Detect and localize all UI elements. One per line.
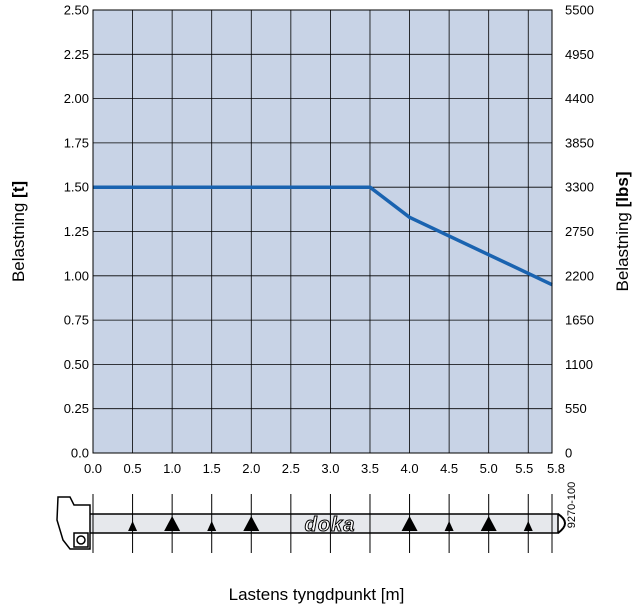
- y-tick-label: 2.25: [64, 47, 89, 62]
- beam-marker-large: [164, 516, 181, 531]
- beam-marker-small: [444, 521, 454, 531]
- y2-tick-label: 1650: [565, 313, 594, 328]
- x-tick-label: 2.5: [282, 461, 300, 476]
- y-tick-label: 0.25: [64, 401, 89, 416]
- beam-head-bolt: [76, 535, 86, 545]
- beam-marker-small: [207, 521, 217, 531]
- figure-code: 9270-100: [566, 482, 578, 529]
- beam-marker-large: [401, 516, 418, 531]
- beam-marker-large: [480, 516, 497, 531]
- x-axis-title: Lastens tyngdpunkt [m]: [229, 585, 405, 604]
- y-tick-labels: 0.0 0.25 0.50 0.75 1.00 1.25 1.50 1.75 2.00 2.25 2…: [64, 3, 89, 461]
- x-tick-label: 4.0: [401, 461, 419, 476]
- y2-tick-label: 2750: [565, 224, 594, 239]
- x-tick-label: 5.0: [480, 461, 498, 476]
- beam-marker-small: [128, 521, 138, 531]
- y2-tick-label: 4400: [565, 91, 594, 106]
- grid: [92, 9, 553, 454]
- beam-marker-large: [243, 516, 260, 531]
- y-tick-label: 0.0: [71, 446, 89, 461]
- y-tick-label: 0.50: [64, 357, 89, 372]
- plot-frame: [92, 9, 553, 454]
- x-tick-label: 2.0: [242, 461, 260, 476]
- y-tick-label: 1.00: [64, 268, 89, 283]
- y-tick-label: 1.75: [64, 135, 89, 150]
- y-tick-label: 2.50: [64, 3, 89, 18]
- x-tick-label: 0.0: [84, 461, 102, 476]
- y-axis-title: Belastning [t]: [9, 181, 28, 282]
- beam-end-hook: [557, 513, 566, 534]
- beam-markers: [128, 516, 533, 531]
- x-tick-label: 5.8: [547, 461, 565, 476]
- x-tick-label: 4.5: [440, 461, 458, 476]
- y2-tick-label: 3300: [565, 180, 594, 195]
- x-tick-label: 1.5: [203, 461, 221, 476]
- series-line: [93, 185, 553, 287]
- y2-tick-label: 2200: [565, 268, 594, 283]
- x-tick-label: 3.0: [321, 461, 339, 476]
- y-tick-label: 2.00: [64, 91, 89, 106]
- beam-illustration: doka 9270-100: [56, 482, 578, 553]
- y2-tick-label: 5500: [565, 3, 594, 18]
- y2-tick-label: 4950: [565, 47, 594, 62]
- beam-brand-logo: doka: [305, 514, 356, 536]
- y2-tick-label: 3850: [565, 135, 594, 150]
- y2-axis-title: Belastning [lbs]: [613, 171, 632, 291]
- x-tick-labels: 0.0 0.5 1.0 1.5 2.0 2.5 3.0 3.5 4.0 4.5 5.0 5.5 5.8: [84, 461, 565, 476]
- y-tick-label: 1.25: [64, 224, 89, 239]
- x-tick-label: 5.5: [515, 461, 533, 476]
- y2-tick-label: 0: [565, 446, 572, 461]
- y2-tick-labels: 0 550 1100 1650 2200 2750 3300 3850 4400 4950 5500: [565, 3, 594, 461]
- y-tick-label: 1.50: [64, 180, 89, 195]
- y2-tick-label: 550: [565, 401, 587, 416]
- y-tick-label: 0.75: [64, 313, 89, 328]
- y2-tick-label: 1100: [565, 357, 593, 372]
- series-group: [93, 185, 553, 287]
- x-tick-label: 0.5: [124, 461, 142, 476]
- x-tick-label: 3.5: [361, 461, 379, 476]
- x-tick-label: 1.0: [163, 461, 181, 476]
- beam-marker-small: [523, 521, 533, 531]
